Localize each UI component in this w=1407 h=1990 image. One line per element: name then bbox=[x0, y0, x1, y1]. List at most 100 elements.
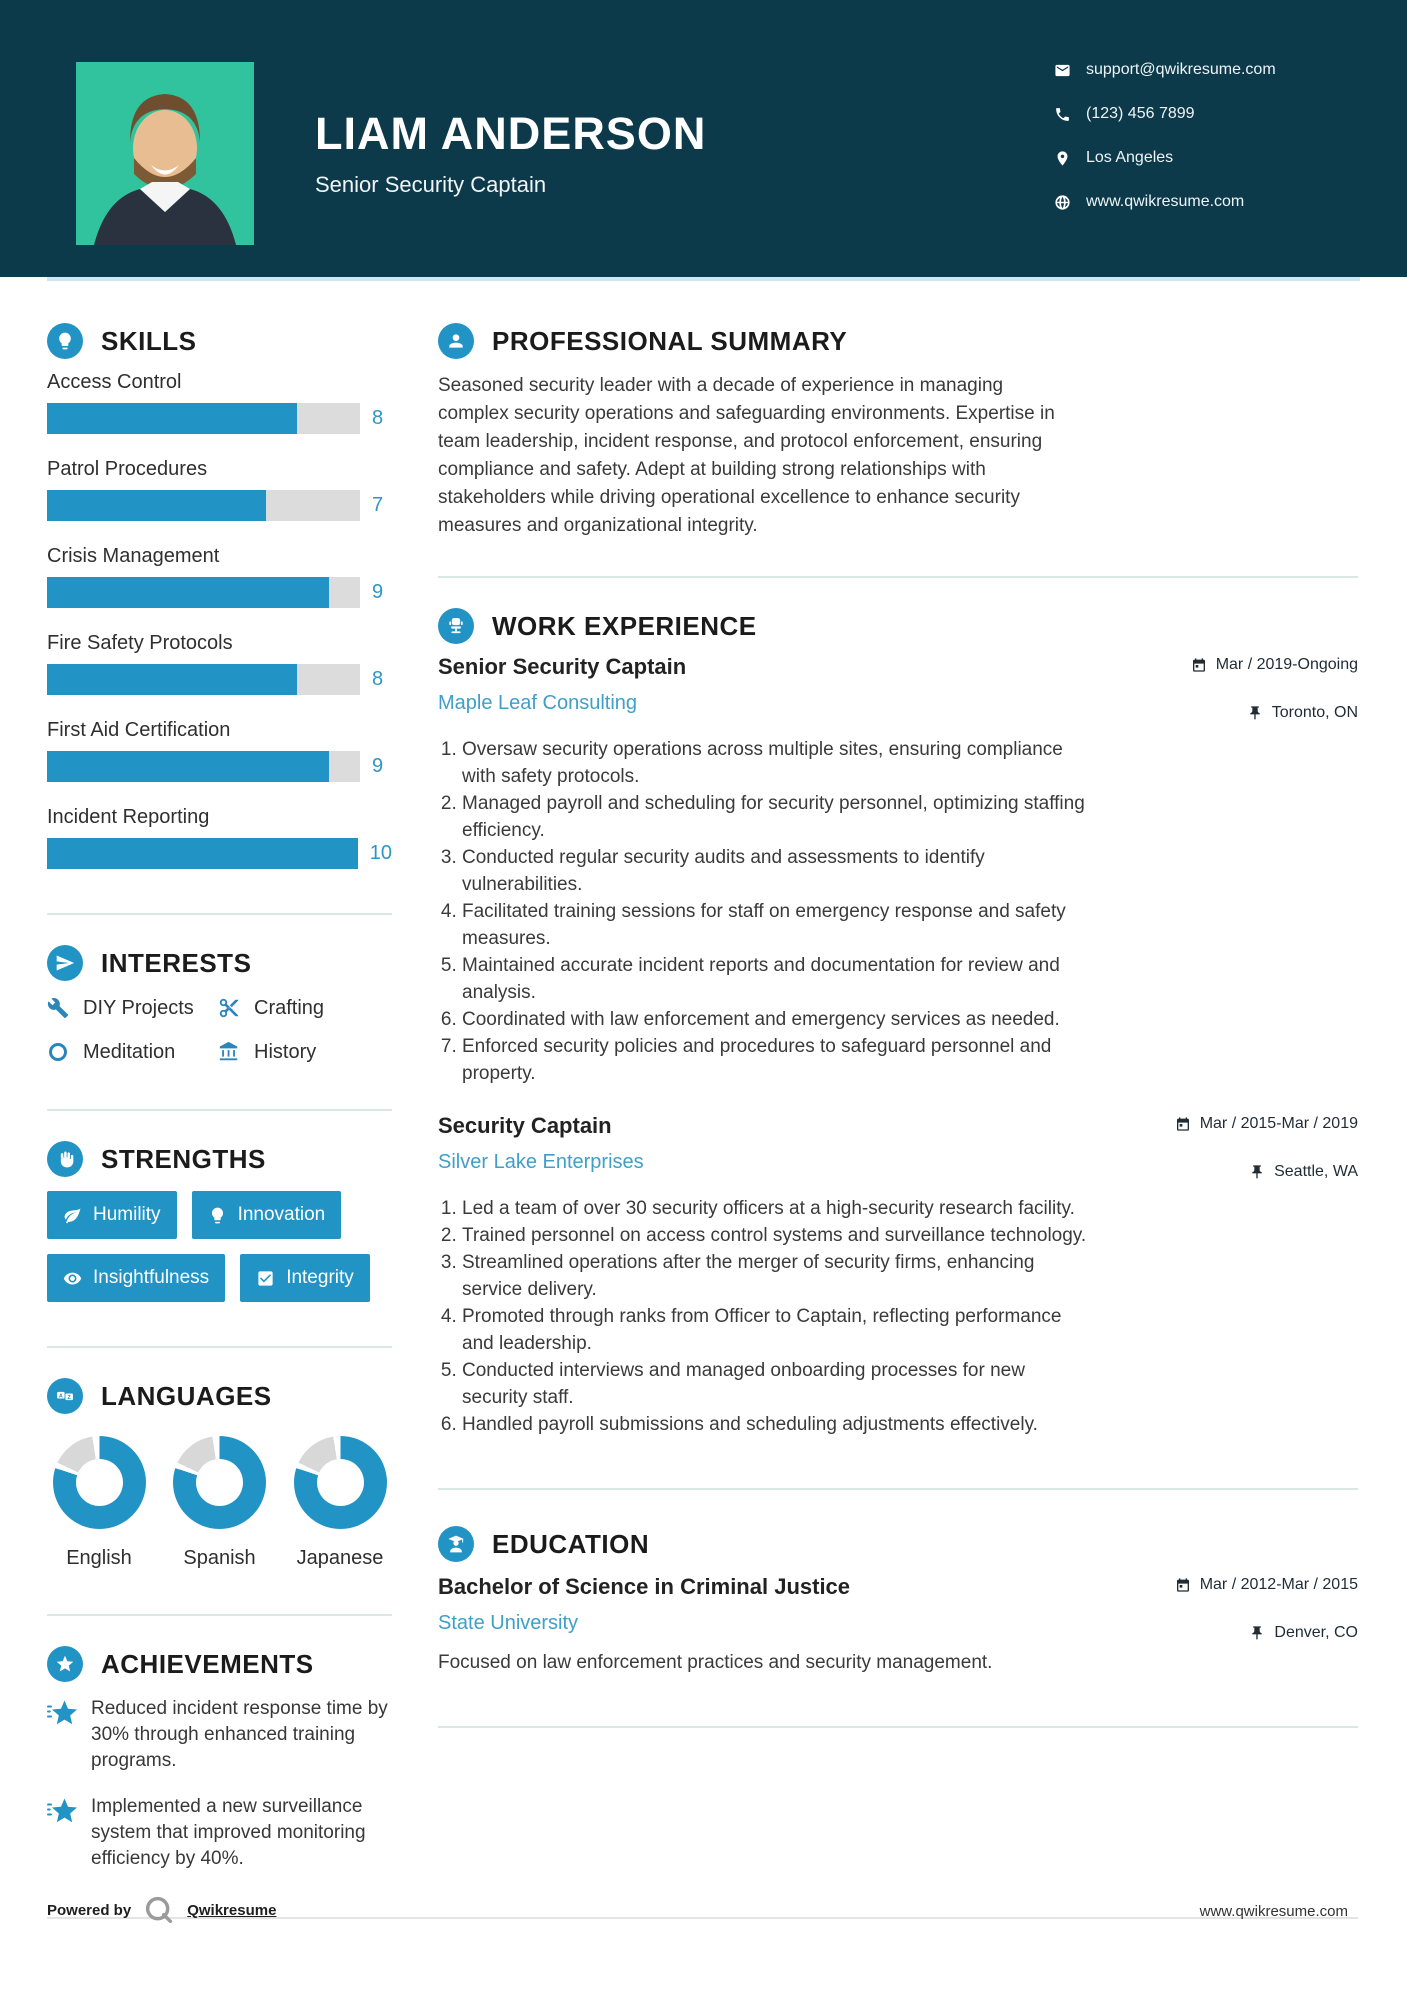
job-bullets: Oversaw security operations across multi… bbox=[438, 736, 1088, 1087]
graduate-icon bbox=[438, 1526, 474, 1562]
fist-icon bbox=[47, 1141, 83, 1177]
achievement-item: Implemented a new surveillance system th… bbox=[47, 1794, 392, 1872]
skills-section-header: SKILLS bbox=[47, 323, 392, 359]
calendar-icon bbox=[1176, 1117, 1189, 1131]
strength-tag: Innovation bbox=[191, 1191, 342, 1239]
job-location-text: Seattle, WA bbox=[1274, 1163, 1358, 1180]
phone-icon bbox=[1056, 107, 1069, 121]
achievement-text: Implemented a new surveillance system th… bbox=[91, 1796, 366, 1869]
contact-website[interactable]: www.qwikresume.com bbox=[1054, 190, 1276, 214]
education-section-header: EDUCATION bbox=[438, 1526, 1358, 1562]
interest-item: History bbox=[218, 1039, 392, 1065]
experience-heading: WORK EXPERIENCE bbox=[492, 610, 757, 641]
education-location: Denver, CO bbox=[1249, 1624, 1358, 1642]
job-location: Seattle, WA bbox=[1249, 1163, 1358, 1181]
language-donut bbox=[52, 1436, 146, 1529]
job-location-text: Toronto, ON bbox=[1271, 704, 1358, 721]
achievements-section-header: ACHIEVEMENTS bbox=[47, 1646, 392, 1682]
lightbulb-icon bbox=[211, 1207, 223, 1223]
job-bullets: Led a team of over 30 security officers … bbox=[438, 1195, 1088, 1438]
skill-bar-track bbox=[47, 490, 360, 521]
education-block: Bachelor of Science in Criminal Justice … bbox=[438, 1574, 1358, 1674]
interest-item: Meditation bbox=[47, 1039, 218, 1065]
language-item: Japanese bbox=[288, 1436, 392, 1570]
skill-bar-track bbox=[47, 838, 358, 869]
achievements-list: Reduced incident response time by 30% th… bbox=[47, 1696, 392, 1872]
main-content: PROFESSIONAL SUMMARY Seasoned security l… bbox=[438, 323, 1358, 1758]
qwikresume-link[interactable]: Qwikresume bbox=[187, 1901, 277, 1919]
divider bbox=[438, 576, 1358, 578]
profile-photo bbox=[76, 62, 254, 245]
skill-bar-track bbox=[47, 577, 360, 608]
strengths-section-header: STRENGTHS bbox=[47, 1141, 392, 1177]
scissors-icon bbox=[219, 998, 239, 1018]
paper-plane-icon bbox=[47, 945, 83, 981]
museum-icon bbox=[219, 1041, 238, 1061]
skill-bar-fill bbox=[47, 751, 329, 782]
skill-row: Access Control 8 bbox=[47, 371, 392, 434]
interest-item: Crafting bbox=[218, 995, 392, 1021]
achievements-heading: ACHIEVEMENTS bbox=[101, 1648, 314, 1679]
contact-website-text: www.qwikresume.com bbox=[1086, 193, 1245, 210]
interest-label: History bbox=[254, 1040, 317, 1063]
ring-icon bbox=[49, 1043, 67, 1061]
eye-icon bbox=[63, 1272, 82, 1284]
globe-icon bbox=[1055, 194, 1070, 210]
bullet-item: Conducted interviews and managed onboard… bbox=[462, 1357, 1088, 1411]
divider bbox=[47, 1109, 392, 1111]
interest-item: DIY Projects bbox=[47, 995, 218, 1021]
contact-phone[interactable]: (123) 456 7899 bbox=[1054, 102, 1276, 126]
school-name: State University bbox=[438, 1612, 579, 1634]
strength-tag: Insightfulness bbox=[47, 1254, 226, 1302]
header-band: LIAM ANDERSON Senior Security Captain su… bbox=[0, 0, 1407, 277]
language-label: Japanese bbox=[296, 1547, 384, 1569]
skill-label: Fire Safety Protocols bbox=[47, 632, 233, 654]
skill-bar-track bbox=[47, 403, 360, 434]
checkbox-icon bbox=[258, 1270, 273, 1286]
experience-section-header: WORK EXPERIENCE bbox=[438, 608, 1358, 644]
education-location-text: Denver, CO bbox=[1274, 1624, 1358, 1641]
person-icon bbox=[438, 323, 474, 359]
skill-bar-fill bbox=[47, 577, 329, 608]
person-name: LIAM ANDERSON bbox=[315, 108, 707, 159]
bullet-item: Streamlined operations after the merger … bbox=[462, 1249, 1088, 1303]
language-donut bbox=[173, 1436, 266, 1529]
pushpin-icon bbox=[1250, 706, 1260, 720]
job-block: Security Captain Mar / 2015-Mar / 2019 S… bbox=[438, 1113, 1358, 1438]
contact-location: Los Angeles bbox=[1054, 146, 1276, 170]
calendar-icon bbox=[1176, 1578, 1189, 1592]
job-dates: Mar / 2019-Ongoing bbox=[1191, 656, 1358, 674]
skill-row: Incident Reporting 10 bbox=[47, 806, 392, 869]
divider bbox=[47, 1346, 392, 1348]
summary-section-header: PROFESSIONAL SUMMARY bbox=[438, 323, 1358, 359]
location-pin-icon bbox=[1057, 150, 1068, 166]
bullet-item: Managed payroll and scheduling for secur… bbox=[462, 790, 1088, 844]
bullet-item: Oversaw security operations across multi… bbox=[462, 736, 1088, 790]
strength-label: Insightfulness bbox=[93, 1267, 210, 1288]
pushpin-icon bbox=[1252, 1626, 1263, 1640]
interests-heading: INTERESTS bbox=[101, 947, 252, 978]
achievement-star-icon bbox=[47, 1798, 77, 1823]
svg-text:A: A bbox=[59, 1393, 63, 1399]
footer-rule bbox=[47, 1917, 1358, 1919]
skill-value: 8 bbox=[372, 407, 384, 429]
degree-title: Bachelor of Science in Criminal Justice bbox=[438, 1574, 851, 1599]
achievement-star-icon bbox=[47, 1700, 77, 1725]
job-location: Toronto, ON bbox=[1247, 704, 1358, 722]
contact-phone-text: (123) 456 7899 bbox=[1086, 105, 1195, 122]
achievement-text: Reduced incident response time by 30% th… bbox=[91, 1698, 388, 1771]
job-dates-text: Mar / 2015-Mar / 2019 bbox=[1199, 1115, 1358, 1132]
office-chair-icon bbox=[438, 608, 474, 644]
education-note: Focused on law enforcement practices and… bbox=[438, 1652, 993, 1673]
contact-email[interactable]: support@qwikresume.com bbox=[1054, 58, 1276, 82]
language-item: Spanish bbox=[168, 1436, 272, 1570]
divider bbox=[438, 1488, 1358, 1490]
footer-website[interactable]: www.qwikresume.com bbox=[1199, 1903, 1348, 1920]
leaf-icon bbox=[64, 1207, 81, 1223]
skill-row: Patrol Procedures 7 bbox=[47, 458, 392, 521]
powered-by: Powered by Qwikresume bbox=[47, 1894, 276, 1926]
strength-label: Humility bbox=[93, 1204, 161, 1225]
